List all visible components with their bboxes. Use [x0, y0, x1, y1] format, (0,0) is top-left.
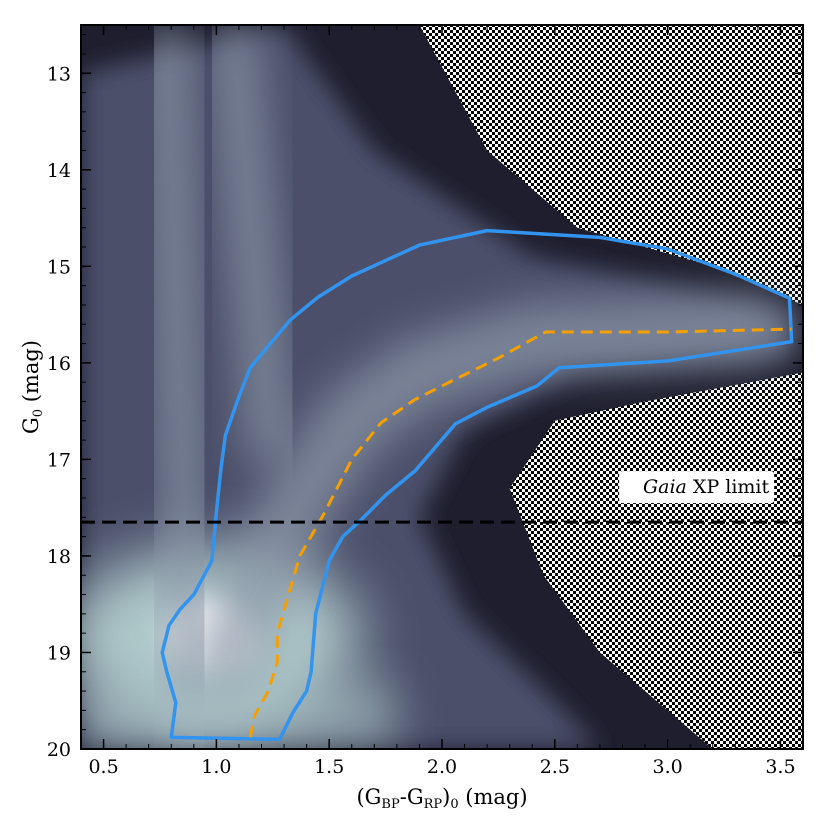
y-axis-label: G0 (mag): [19, 340, 46, 434]
overlays: Gaia XP limit: [81, 228, 803, 742]
x-axis-label: (GBP-GRP)0 (mag): [356, 785, 527, 812]
density-feature-1: [144, 25, 215, 741]
y-tick-label: 17: [47, 449, 71, 471]
x-tick-label: 2.0: [427, 756, 457, 778]
x-tick-label: 3.0: [653, 756, 683, 778]
y-tick-label: 14: [47, 160, 71, 182]
xp-limit-label: Gaia XP limit: [643, 476, 770, 498]
x-tick-label: 0.5: [88, 756, 118, 778]
ridge-line: [248, 327, 792, 738]
y-tick-label: 20: [47, 739, 71, 761]
xp-limit-label-box: [619, 471, 775, 504]
density-histogram: [81, 25, 803, 749]
axis-ticks: 0.5 1.0 1.5 2.0 2.5 3.0 3.5 13 14 15 16 17 18 19 20: [47, 25, 804, 778]
x-tick-label: 1.5: [314, 756, 344, 778]
y-tick-label: 13: [47, 63, 71, 85]
density-feature-2: [209, 25, 295, 462]
y-tick-label: 19: [47, 642, 71, 664]
selection-polygon: [160, 228, 794, 742]
x-tick-label: 1.0: [201, 756, 231, 778]
y-tick-label: 15: [47, 256, 71, 278]
x-tick-label: 3.5: [765, 756, 795, 778]
y-tick-label: 16: [47, 353, 71, 375]
x-tick-label: 2.5: [540, 756, 570, 778]
y-tick-label: 18: [47, 546, 71, 568]
